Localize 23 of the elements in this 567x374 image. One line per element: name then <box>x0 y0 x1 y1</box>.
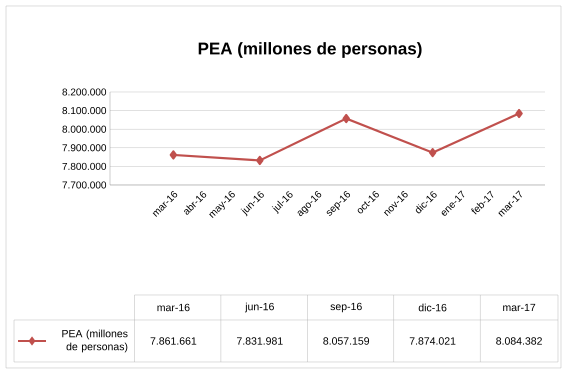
data-label: 7.874.021 <box>410 337 456 345</box>
y-tick-label: 7.800.000 <box>62 162 106 170</box>
data-label: 7.831.981 <box>236 337 283 345</box>
point <box>342 114 350 124</box>
point <box>170 150 178 160</box>
legend-label: PEA (millones de personas) <box>62 330 128 352</box>
category-label: mar-17 <box>503 304 536 312</box>
y-tick-label: 7.700.000 <box>62 181 106 189</box>
y-tick-label: 7.900.000 <box>62 144 106 152</box>
category-label: jun-16 <box>244 302 274 312</box>
data-label: 8.084.382 <box>496 337 542 345</box>
category-label: sep-16 <box>330 302 362 312</box>
data-label: 8.057.159 <box>323 337 370 345</box>
y-tick-label: 8.200.000 <box>62 88 106 96</box>
point <box>515 108 523 118</box>
point <box>256 156 264 166</box>
data-label: 7.861.661 <box>150 337 196 345</box>
y-tick-label: 8.000.000 <box>62 126 106 133</box>
category-label: mar-16 <box>157 304 190 312</box>
y-tick-label: 8.100.000 <box>62 107 106 114</box>
point <box>428 148 436 158</box>
category-label: dic-16 <box>418 304 446 312</box>
chart-title: PEA (millones de personas) <box>198 42 422 58</box>
